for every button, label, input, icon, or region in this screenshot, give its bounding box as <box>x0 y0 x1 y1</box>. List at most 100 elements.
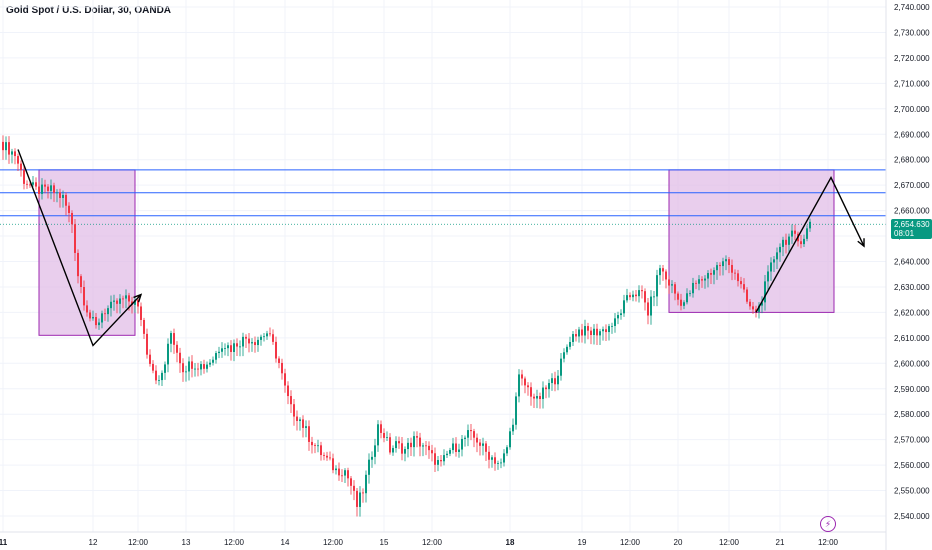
candle-body <box>488 451 490 460</box>
time-tick-label: 12:00 <box>224 538 245 547</box>
time-axis[interactable]: 11 12 12:00 13 12:00 14 12:00 15 12:00 18 19 12:00 2… <box>0 531 886 547</box>
candle-body <box>353 485 355 491</box>
candle-body <box>44 184 46 187</box>
candle-body <box>389 437 391 453</box>
candle-body <box>758 305 760 312</box>
candle-body <box>47 186 49 191</box>
candle-body <box>194 368 196 370</box>
candle-body <box>566 346 568 353</box>
candle-body <box>395 441 397 449</box>
candle-body <box>587 326 589 331</box>
price-axis[interactable]: 2,540.000 2,550.000 2,560.000 2,570.000 2,58… <box>885 0 930 550</box>
chart-title: Gold Spot / U.S. Dollar, 30, OANDA <box>6 5 172 16</box>
horizontal-levels[interactable] <box>0 169 886 225</box>
candle-body <box>638 290 640 297</box>
candle-body <box>20 163 22 171</box>
candlestick-series <box>2 135 811 517</box>
candle-body <box>401 443 403 454</box>
candle-body <box>140 306 142 320</box>
candle-body <box>179 352 181 364</box>
candle-body <box>716 265 718 271</box>
candle-body <box>509 431 511 448</box>
candle-body <box>344 470 346 476</box>
candle-body <box>191 361 193 369</box>
candle-body <box>371 456 373 460</box>
candle-body <box>668 279 670 286</box>
candle-body <box>362 492 364 494</box>
time-tick-label: 15 <box>380 538 389 547</box>
candle-body <box>542 387 544 400</box>
candle-body <box>32 182 34 185</box>
candle-body <box>470 430 472 432</box>
candle-body <box>323 455 325 456</box>
candle-body <box>350 478 352 486</box>
candle-body <box>437 460 439 465</box>
candle-body <box>593 328 595 335</box>
candle-body <box>662 268 664 272</box>
candle-body <box>284 373 286 386</box>
candle-body <box>329 457 331 459</box>
price-tick-label: 2,660.000 <box>894 207 930 216</box>
drawn-arrows[interactable] <box>17 149 865 347</box>
time-tick-label: 12 <box>89 538 98 547</box>
candle-body <box>248 338 250 344</box>
candle-body <box>764 281 766 303</box>
candle-body <box>734 272 736 274</box>
lightning-icon[interactable]: ⚡ <box>820 516 836 532</box>
candle-body <box>50 185 52 191</box>
candle-body <box>584 326 586 336</box>
candle-body <box>314 445 316 446</box>
candle-body <box>287 385 289 397</box>
candle-body <box>257 339 259 346</box>
candle-body <box>77 252 79 277</box>
candle-body <box>149 354 151 364</box>
candle-body <box>326 455 328 458</box>
candle-body <box>293 404 295 417</box>
candle-body <box>782 239 784 247</box>
drawn-arrow-line <box>17 149 142 347</box>
candle-body <box>800 241 802 245</box>
candle-body <box>533 396 535 399</box>
candle-body <box>527 385 529 388</box>
candle-body <box>665 271 667 280</box>
candle-body <box>161 372 163 381</box>
drawn-arrow-line <box>755 175 865 313</box>
candle-body <box>407 442 409 450</box>
candle-body <box>347 470 349 479</box>
candle-body <box>563 352 565 359</box>
candle-body <box>761 302 763 306</box>
candle-body <box>725 259 727 262</box>
candle-body <box>605 329 607 333</box>
candle-body <box>227 345 229 349</box>
candle-body <box>356 490 358 507</box>
candle-body <box>83 287 85 306</box>
price-tick-label: 2,540.000 <box>894 512 930 521</box>
candle-body <box>572 334 574 343</box>
candle-body <box>431 450 433 454</box>
candle-body <box>320 445 322 456</box>
candle-body <box>578 329 580 337</box>
candle-body <box>449 450 451 454</box>
candle-body <box>422 445 424 447</box>
candle-body <box>467 430 469 438</box>
candle-body <box>500 462 502 464</box>
rectangle-zones[interactable] <box>38 169 835 336</box>
candle-body <box>107 308 109 315</box>
candle-body <box>719 265 721 267</box>
candle-body <box>236 343 238 347</box>
candle-body <box>626 295 628 301</box>
candle-body <box>392 448 394 453</box>
candle-body <box>278 358 280 363</box>
candle-body <box>425 445 427 447</box>
candle-body <box>197 368 199 370</box>
candle-body <box>641 290 643 292</box>
candle-body <box>458 449 460 452</box>
candle-body <box>680 299 682 306</box>
candle-body <box>656 275 658 297</box>
candle-body <box>611 325 613 327</box>
candle-body <box>671 284 673 286</box>
candle-body <box>134 299 136 305</box>
candle-body <box>146 333 148 355</box>
candle-body <box>95 317 97 326</box>
